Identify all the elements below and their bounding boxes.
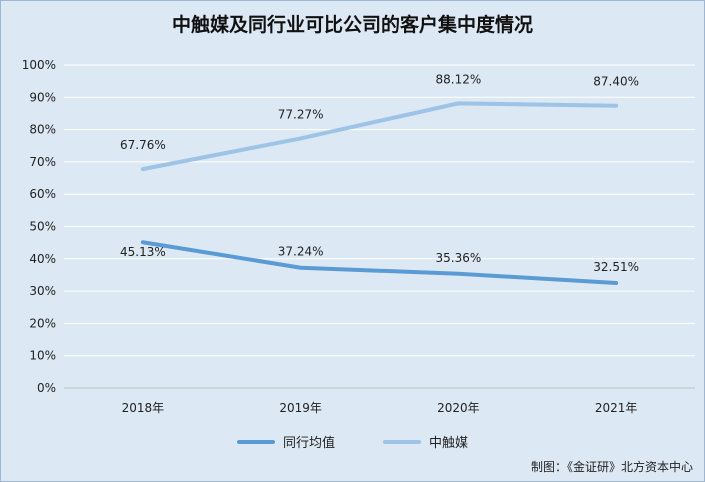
y-tick-label: 100%	[22, 58, 56, 72]
data-label: 87.40%	[593, 75, 639, 89]
y-tick-label: 80%	[29, 123, 56, 137]
line-chart: 0% 10% 20% 30% 40% 50% 60% 70% 80% 90% 100% 2018年 20…	[22, 58, 695, 415]
legend-item-peer-average: 同行均值	[236, 432, 335, 451]
gridlines	[64, 64, 695, 389]
series-lines	[140, 101, 619, 285]
data-label: 45.13%	[120, 245, 166, 259]
x-tick-label: 2018年	[122, 401, 165, 415]
data-label: 37.24%	[278, 245, 324, 259]
data-labels: 45.13% 37.24% 35.36% 32.51% 67.76% 77.27% 88.1…	[120, 72, 639, 274]
chart-title: 中触媒及同行业可比公司的客户集中度情况	[171, 14, 533, 36]
x-tick-label: 2021年	[595, 401, 638, 415]
data-label: 67.76%	[120, 138, 166, 152]
series-line-1	[140, 101, 619, 172]
series-line-0	[140, 240, 619, 285]
y-tick-label: 60%	[29, 187, 56, 201]
legend: 同行均值 中触媒	[0, 432, 705, 451]
legend-label: 中触媒	[429, 436, 469, 451]
y-tick-label: 10%	[29, 349, 56, 363]
y-tick-label: 30%	[29, 284, 56, 298]
y-tick-label: 40%	[29, 252, 56, 266]
data-label: 32.51%	[593, 260, 639, 274]
y-tick-label: 20%	[29, 316, 56, 330]
y-tick-label: 0%	[37, 381, 56, 395]
data-label: 35.36%	[435, 251, 481, 265]
legend-swatch	[236, 439, 275, 444]
x-tick-label: 2020年	[437, 401, 480, 415]
y-tick-label: 50%	[29, 220, 56, 234]
legend-item-company: 中触媒	[383, 432, 468, 451]
legend-swatch	[383, 439, 421, 444]
y-tick-label: 70%	[29, 155, 56, 169]
x-tick-label: 2019年	[279, 401, 322, 415]
legend-label: 同行均值	[282, 436, 335, 451]
axes: 0% 10% 20% 30% 40% 50% 60% 70% 80% 90% 100% 2018年 20…	[22, 58, 695, 415]
data-label: 88.12%	[435, 72, 481, 86]
data-label: 77.27%	[278, 107, 324, 121]
y-tick-label: 90%	[29, 90, 56, 104]
source-note: 制图：《金证研》北方资本中心	[530, 460, 693, 474]
